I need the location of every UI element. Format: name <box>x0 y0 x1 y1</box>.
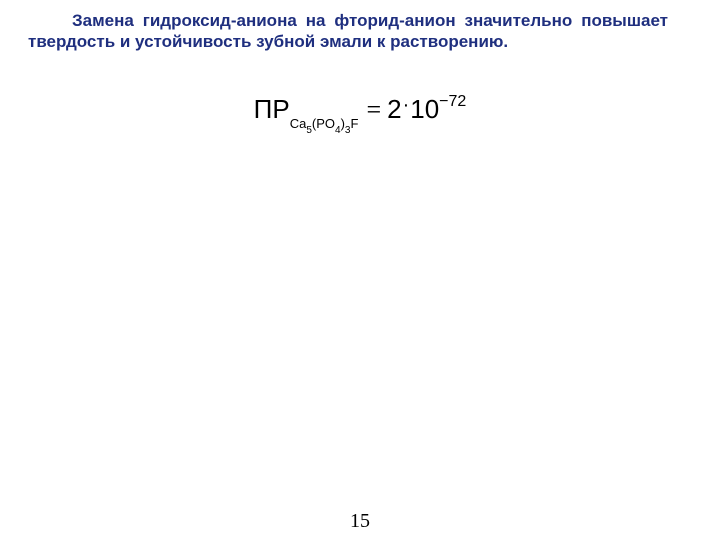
body-paragraph: Замена гидроксид-аниона на фторид-анион … <box>28 10 668 53</box>
sub-n3: 3 <box>345 125 351 136</box>
formula-container: ПРCa5(PO4)3F=2·10−72 <box>0 94 720 131</box>
multiplication-dot: · <box>403 94 410 117</box>
sub-p4: F <box>350 116 358 131</box>
exponent: −72 <box>439 93 466 110</box>
page-number: 15 <box>350 510 370 533</box>
coefficient: 2 <box>387 94 401 124</box>
formula-symbol: ПР <box>254 94 290 124</box>
sub-p1: Ca <box>290 116 307 131</box>
base: 10 <box>410 94 439 124</box>
formula-subscript: Ca5(PO4)3F <box>290 116 359 135</box>
sub-n2: 4 <box>335 125 341 136</box>
sub-n1: 5 <box>306 125 312 136</box>
equals-sign: = <box>366 95 381 124</box>
sub-p2: (PO <box>312 116 335 131</box>
solubility-product-formula: ПРCa5(PO4)3F=2·10−72 <box>254 94 467 131</box>
